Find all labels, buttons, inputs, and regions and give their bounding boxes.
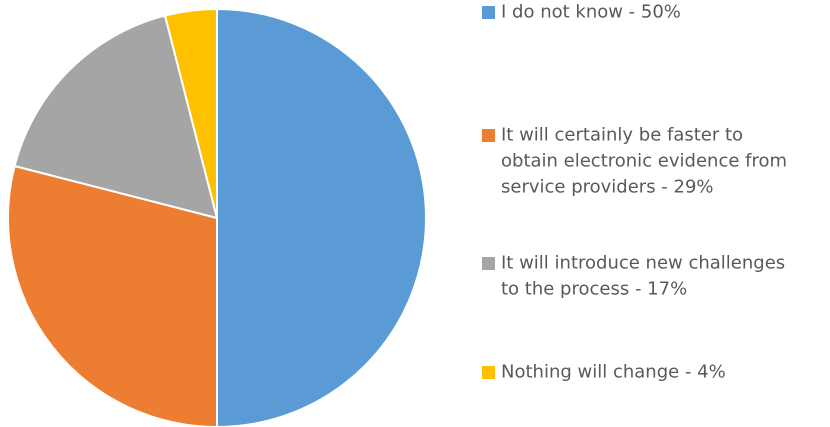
pie-slice-3 <box>13 14 218 219</box>
legend-label-2-line-3: service providers - 29% <box>501 177 714 198</box>
pie-slices <box>7 8 427 427</box>
legend-label-2-line-1: It will certainly be faster to <box>501 125 743 146</box>
legend: I do not know - 50% It will certainly be … <box>482 2 787 383</box>
pie-slice-1 <box>216 8 427 427</box>
legend-label-3-line-2: to the process - 17% <box>501 279 687 300</box>
legend-label-2-line-2: obtain electronic evidence from <box>501 151 787 172</box>
legend-swatch-2 <box>482 129 495 142</box>
legend-swatch-1 <box>482 6 495 19</box>
legend-swatch-4 <box>482 366 495 379</box>
legend-label-3-line-1: It will introduce new challenges <box>501 253 785 274</box>
legend-swatch-3 <box>482 257 495 270</box>
legend-label-4-line-1: Nothing will change - 4% <box>501 362 726 383</box>
pie-slice-2 <box>7 165 218 427</box>
legend-label-1-line-1: I do not know - 50% <box>501 2 681 23</box>
pie-slice-4 <box>164 8 218 219</box>
